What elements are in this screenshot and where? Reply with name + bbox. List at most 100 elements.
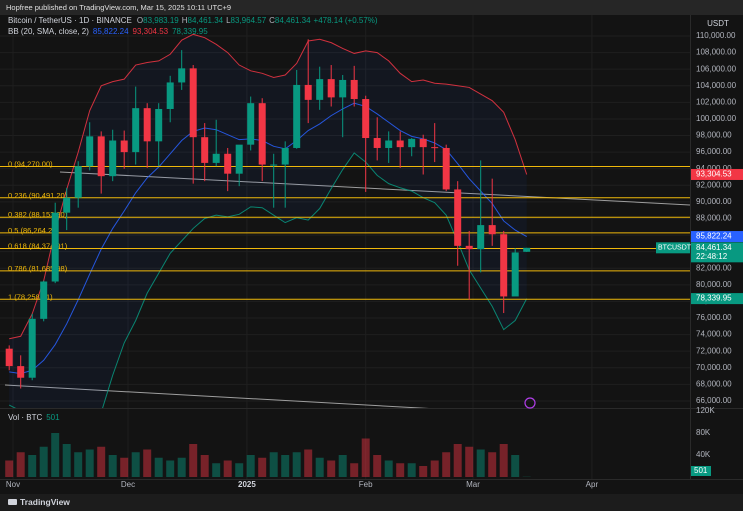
volume-bar — [315, 457, 324, 477]
volume-bar — [361, 438, 370, 477]
candle-body — [17, 366, 25, 378]
volume-bar — [407, 463, 416, 477]
volume-bar — [476, 449, 485, 477]
volume-bar — [85, 449, 94, 477]
candle-body — [189, 68, 197, 138]
candle-body — [270, 164, 278, 166]
x-tick-label: Mar — [466, 480, 480, 489]
candle-body — [350, 79, 358, 100]
volume-bar — [430, 460, 439, 477]
volume-bar — [246, 454, 255, 477]
candle-body — [488, 225, 496, 235]
volume-tick-label: 80K — [696, 428, 711, 437]
candle-body — [465, 245, 473, 250]
symbol-tag: BTCUSDT — [658, 245, 692, 252]
volume-label: Vol · BTC — [8, 413, 42, 422]
candle-body — [304, 84, 312, 100]
symbol: Bitcoin / TetherUS · 1D · BINANCE — [8, 16, 132, 25]
y-tick-label: 70,000.00 — [696, 363, 732, 372]
candle-body — [63, 197, 71, 213]
indicator-value: 93,304.53 — [133, 27, 169, 36]
fib-label: 0.236 (90,491.20) — [8, 191, 68, 200]
price-tag-label: 85,822.24 — [696, 232, 732, 241]
event-icon[interactable] — [524, 397, 536, 409]
candle-body — [97, 136, 105, 177]
volume-bar — [28, 454, 37, 477]
fib-label: 0 (94,270.00) — [8, 159, 53, 168]
candle-body — [212, 153, 220, 163]
y-tick-label: 106,000.00 — [696, 64, 737, 73]
published-note: Hopfree published on TradingView.com, Ma… — [6, 3, 231, 12]
legend-value: 84,461.34 — [188, 16, 224, 25]
x-tick-label: Dec — [121, 480, 135, 489]
y-tick-label: 100,000.00 — [696, 114, 737, 123]
volume-tag — [691, 466, 711, 476]
candle-body — [281, 147, 289, 165]
volume-tag-label: 501 — [694, 466, 708, 475]
candle-body — [408, 138, 416, 148]
x-tick-label: Feb — [359, 480, 373, 489]
candle-body — [74, 166, 82, 198]
price-tag — [656, 242, 690, 254]
candle-body — [40, 281, 48, 319]
volume-bar — [39, 446, 48, 477]
legend: Bitcoin / TetherUS · 1D · BINANCE O83,983… — [8, 16, 378, 25]
volume-bar — [177, 457, 186, 477]
price-tag — [691, 242, 743, 263]
fib-label: 0.382 (88,153.80) — [8, 210, 68, 219]
volume-bar — [499, 443, 508, 477]
trend-line — [59, 171, 690, 206]
candle-body — [143, 108, 151, 142]
candle-body — [454, 189, 462, 246]
volume-bar — [200, 454, 209, 477]
y-tick-label: 108,000.00 — [696, 48, 737, 57]
candle-body — [293, 84, 301, 148]
volume-bar — [120, 457, 129, 477]
volume-bar — [442, 452, 451, 477]
y-tick-label: 104,000.00 — [696, 81, 737, 90]
volume-bar — [511, 454, 520, 477]
y-tick-label: 80,000.00 — [696, 280, 732, 289]
fib-label: 0.618 (84,374.91) — [8, 242, 68, 251]
volume-value: 501 — [46, 413, 60, 422]
volume-bar — [51, 432, 60, 477]
volume-bar — [166, 460, 175, 477]
candle-body — [431, 147, 439, 149]
volume-bar — [338, 454, 347, 477]
volume-bar — [292, 452, 301, 477]
volume-bar — [384, 460, 393, 477]
grid — [0, 15, 690, 479]
volume-bar — [350, 463, 359, 477]
y-tick-label: 90,000.00 — [696, 197, 732, 206]
indicator-value: 78,339.95 — [172, 27, 208, 36]
candle-body — [419, 138, 427, 148]
y-tick-label: 76,000.00 — [696, 313, 732, 322]
candle-body — [132, 108, 140, 153]
legend-key: O — [137, 16, 143, 25]
legend-key: H — [182, 16, 188, 25]
candle-body — [178, 68, 186, 83]
volume-bar — [419, 465, 428, 477]
y-tick-label: 72,000.00 — [696, 346, 732, 355]
fib-label: 0.5 (86,264.25) — [8, 226, 59, 235]
legend-key: C — [269, 16, 275, 25]
candle-body — [396, 140, 404, 148]
candle-body — [373, 138, 381, 148]
volume-bar — [488, 452, 497, 477]
footer-bar — [0, 494, 743, 511]
y-tick-label: 82,000.00 — [696, 263, 732, 272]
candle-body — [109, 140, 117, 177]
band-line — [8, 152, 528, 408]
candle-body — [247, 103, 255, 145]
candle-body — [511, 252, 519, 297]
candle-body — [477, 225, 485, 250]
candle-body — [258, 103, 266, 165]
volume-bar — [269, 452, 278, 477]
y-tick-label: 110,000.00 — [696, 31, 736, 40]
fib-label: 1 (78,258.51) — [8, 292, 53, 301]
volume-bar — [131, 452, 140, 477]
candle-body — [120, 140, 128, 153]
volume-bar — [373, 454, 382, 477]
candle-body — [523, 247, 531, 252]
legend-value: 83,983.19 — [143, 16, 179, 25]
